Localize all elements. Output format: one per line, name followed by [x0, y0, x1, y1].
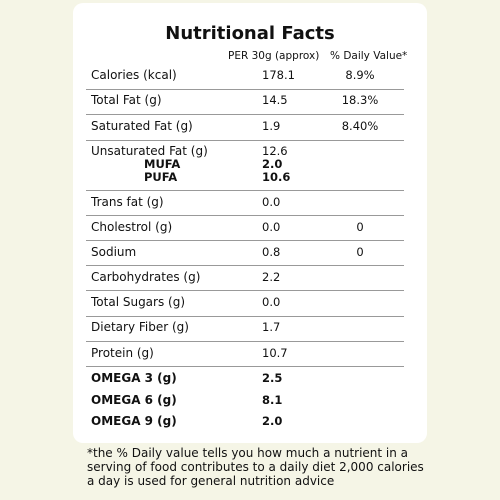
column-header: PER 30g (approx): [228, 50, 320, 62]
row-value: 1.9: [262, 119, 281, 133]
row-label: Trans fat (g): [91, 195, 164, 209]
row-separator: [86, 215, 404, 216]
row-separator: [86, 265, 404, 266]
row-separator: [86, 240, 404, 241]
row-label: Sodium: [91, 245, 137, 259]
row-label: Calories (kcal): [91, 68, 177, 82]
row-label: Dietary Fiber (g): [91, 320, 189, 334]
row-value: 8.1: [262, 393, 283, 407]
row-value: 0.8: [262, 245, 281, 259]
row-value: 14.5: [262, 93, 288, 107]
row-label: OMEGA 9 (g): [91, 414, 177, 428]
row-separator: [86, 89, 404, 90]
sub-label: PUFA: [144, 170, 178, 184]
row-separator: [86, 290, 404, 291]
row-label: Protein (g): [91, 346, 154, 360]
row-daily-value: 18.3%: [341, 93, 379, 107]
row-label: Carbohydrates (g): [91, 270, 201, 284]
row-value: 0.0: [262, 220, 281, 234]
row-label: OMEGA 3 (g): [91, 371, 177, 385]
row-value: 0.0: [262, 195, 281, 209]
row-separator: [86, 316, 404, 317]
row-daily-value: 8.40%: [341, 119, 379, 133]
footnote-line: *the % Daily value tells you how much a …: [87, 446, 409, 460]
row-label: Unsaturated Fat (g): [91, 144, 208, 158]
row-label: Cholestrol (g): [91, 220, 173, 234]
footnote-line: serving of food contributes to a daily d…: [87, 460, 424, 474]
row-daily-value: 8.9%: [345, 68, 375, 82]
row-value: 178.1: [262, 68, 295, 82]
row-daily-value: 0: [356, 220, 364, 234]
title: Nutritional Facts: [165, 23, 335, 44]
row-separator: [86, 140, 404, 141]
row-daily-value: 0: [356, 245, 364, 259]
row-value: 2.0: [262, 414, 283, 428]
column-header: % Daily Value*: [330, 50, 408, 62]
row-value: 1.7: [262, 320, 281, 334]
row-label: Saturated Fat (g): [91, 119, 193, 133]
row-separator: [86, 190, 404, 191]
row-separator: [86, 366, 404, 367]
row-label: Total Fat (g): [91, 93, 162, 107]
row-value: 0.0: [262, 295, 281, 309]
row-value: 2.5: [262, 371, 283, 385]
row-separator: [86, 341, 404, 342]
row-label: OMEGA 6 (g): [91, 393, 177, 407]
footnote-line: a day is used for general nutrition advi…: [87, 474, 335, 488]
row-value: 2.2: [262, 270, 281, 284]
row-value: 10.7: [262, 346, 288, 360]
sub-value: 2.0: [262, 157, 283, 171]
footnote: *the % Daily value tells you how much a …: [87, 446, 424, 488]
nutrition-card: Nutritional Facts PER 30g (approx) % Dai…: [73, 3, 427, 443]
sub-label: MUFA: [144, 157, 181, 171]
row-separator: [86, 114, 404, 115]
sub-value: 10.6: [262, 170, 291, 184]
row-label: Total Sugars (g): [91, 295, 186, 309]
row-value: 12.6: [262, 144, 288, 158]
